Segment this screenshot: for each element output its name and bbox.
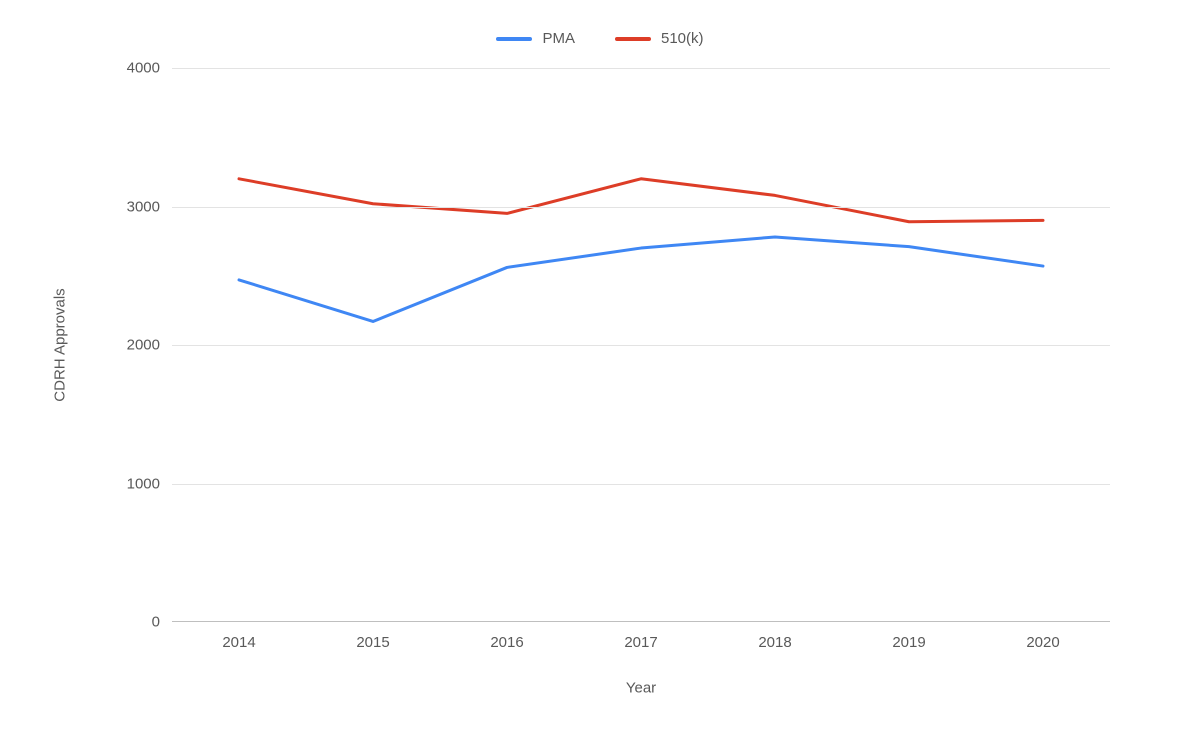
x-tick-label: 2019 (892, 622, 925, 651)
series-line-510k (239, 179, 1043, 222)
x-tick-label: 2015 (356, 622, 389, 651)
grid-line (172, 207, 1110, 208)
x-tick-label: 2017 (624, 622, 657, 651)
plot-area: 0100020003000400020142015201620172018201… (172, 68, 1110, 622)
legend-item-510k: 510(k) (615, 30, 704, 47)
x-tick-label: 2018 (758, 622, 791, 651)
legend-swatch (496, 37, 532, 41)
legend-item-pma: PMA (496, 30, 575, 47)
y-tick-label: 4000 (127, 60, 172, 77)
y-tick-label: 3000 (127, 198, 172, 215)
y-tick-label: 1000 (127, 475, 172, 492)
y-tick-label: 0 (152, 614, 172, 631)
x-tick-label: 2020 (1026, 622, 1059, 651)
line-chart: PMA 510(k) CDRH Approvals Year 010002000… (0, 0, 1200, 742)
grid-line (172, 345, 1110, 346)
grid-line (172, 68, 1110, 69)
legend: PMA 510(k) (0, 30, 1200, 47)
x-tick-label: 2016 (490, 622, 523, 651)
series-line-pma (239, 237, 1043, 321)
x-tick-label: 2014 (222, 622, 255, 651)
y-tick-label: 2000 (127, 337, 172, 354)
legend-label: 510(k) (661, 30, 704, 47)
y-axis-title: CDRH Approvals (52, 288, 69, 401)
x-axis-title: Year (626, 680, 656, 697)
grid-line (172, 484, 1110, 485)
legend-label: PMA (542, 30, 575, 47)
legend-swatch (615, 37, 651, 41)
